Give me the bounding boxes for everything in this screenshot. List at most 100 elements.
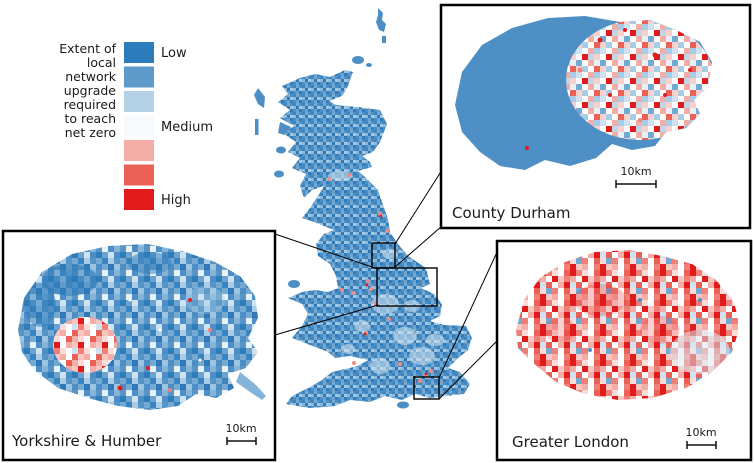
- hotspot-dot: [188, 298, 192, 302]
- hotspot-dot: [652, 52, 658, 58]
- island-shape: [352, 56, 364, 64]
- county-durham-east-mottle: [525, 20, 712, 150]
- hotspot-dot: [608, 93, 612, 97]
- legend-swatch-medium: [124, 115, 154, 137]
- light-patch: [185, 286, 225, 314]
- legend-swatch-low: [124, 42, 154, 63]
- scale-label: 10km: [225, 422, 256, 435]
- island-shape: [366, 63, 372, 67]
- dark-rural-patch: [128, 252, 172, 274]
- patch: [409, 347, 435, 365]
- hotspot-dot: [363, 332, 367, 336]
- scale-bar: 10km: [225, 422, 257, 445]
- hotspot-dot: [352, 361, 356, 365]
- legend-title-line: upgrade: [64, 83, 117, 98]
- scale-label: 10km: [620, 165, 651, 178]
- inset-county-durham: County Durham 10km: [439, 3, 752, 230]
- scale-label: 10km: [685, 426, 716, 439]
- shetland-islands: [376, 8, 386, 43]
- patch: [371, 294, 399, 314]
- hotspot-dot: [117, 385, 123, 391]
- hotspot-dot: [168, 388, 172, 392]
- hotspot-dot: [366, 279, 370, 283]
- legend-swatch-5: [124, 140, 154, 161]
- hotspot-dot: [387, 317, 391, 321]
- inset-frame: [1, 229, 277, 462]
- hotspot-dot: [688, 68, 692, 72]
- dark-rural-patch: [24, 283, 56, 327]
- patch: [426, 334, 444, 346]
- spurn-head-hook: [236, 372, 266, 400]
- legend-title-line: net zero: [65, 125, 116, 140]
- island-shape: [255, 119, 259, 135]
- hotspot-dot: [577, 67, 583, 73]
- hotspot-dot: [698, 298, 702, 302]
- patch: [382, 249, 398, 259]
- inset-frame: [495, 239, 753, 462]
- light-blue-patch: [670, 330, 730, 374]
- scale-bar: 10km: [685, 426, 717, 449]
- patch: [341, 344, 355, 354]
- hotspot-dot: [208, 328, 212, 332]
- hotspot-dot: [638, 118, 642, 122]
- hotspot-dot: [327, 177, 331, 181]
- connector-line: [438, 249, 499, 379]
- hotspot-dot: [379, 214, 383, 218]
- island-shape: [276, 146, 286, 154]
- legend-swatch-2: [124, 66, 154, 88]
- connector-line: [274, 233, 379, 270]
- inset-title-county-durham: County Durham: [452, 204, 570, 222]
- strong-red-patch: [574, 284, 626, 316]
- hotspot-dot: [398, 362, 402, 366]
- hotspot-dot: [365, 283, 369, 287]
- legend-label-medium: Medium: [161, 120, 213, 135]
- connector-line: [394, 169, 443, 245]
- hotspot-dot: [352, 291, 356, 295]
- hotspot-dot: [623, 28, 627, 32]
- legend-title-line: network: [65, 69, 117, 84]
- hotspot-dot: [638, 298, 642, 302]
- hotspot-dot: [369, 287, 373, 291]
- inset-title-greater-london: Greater London: [512, 433, 629, 451]
- hotspot-dot: [347, 173, 351, 177]
- inset-yorkshire-humber: Yorkshire & Humber 10km: [1, 229, 277, 462]
- strong-red-patch: [544, 318, 576, 342]
- patch: [328, 171, 352, 181]
- greater-london-focus-rect: [413, 376, 440, 400]
- island-shape: [254, 88, 265, 108]
- hotspot-dot: [158, 328, 162, 332]
- hotspot-dot: [146, 366, 150, 370]
- legend-title-line: to reach: [64, 111, 116, 126]
- legend-swatch-6: [124, 164, 154, 186]
- hotspot-dot: [385, 229, 389, 233]
- hotspot-dot: [525, 146, 529, 150]
- legend-label-low: Low: [161, 46, 187, 61]
- patch: [354, 320, 370, 332]
- hotspot-dot: [128, 298, 132, 302]
- legend: Extent of local network upgrade required…: [59, 41, 213, 210]
- legend-label-high: High: [161, 193, 191, 208]
- legend-swatch-3: [124, 91, 154, 112]
- hotspot-dot: [418, 379, 422, 383]
- hotspot-dot: [340, 288, 344, 292]
- legend-swatch-high: [124, 189, 154, 210]
- hotspot-dot: [424, 372, 428, 376]
- scale-bar: 10km: [615, 165, 657, 188]
- legend-title-line: required: [64, 97, 116, 112]
- anglesey-island: [288, 280, 300, 288]
- hotspot-dot: [429, 369, 433, 373]
- hotspot-dot: [663, 93, 667, 97]
- yorkshire-overlays: [24, 252, 225, 392]
- inset-greater-london: Greater London 10km: [495, 239, 753, 462]
- great-britain-outline: [278, 70, 472, 408]
- urban-pink-cluster: [53, 317, 117, 373]
- patch: [393, 327, 417, 345]
- connector-line: [438, 339, 499, 400]
- isle-of-wight: [397, 401, 409, 409]
- inset-frame: [439, 3, 752, 230]
- legend-title-line: local: [87, 55, 116, 70]
- patch: [370, 358, 390, 374]
- dark-rural-patch: [42, 264, 98, 296]
- yorkshire-humber-focus-rect: [376, 267, 438, 307]
